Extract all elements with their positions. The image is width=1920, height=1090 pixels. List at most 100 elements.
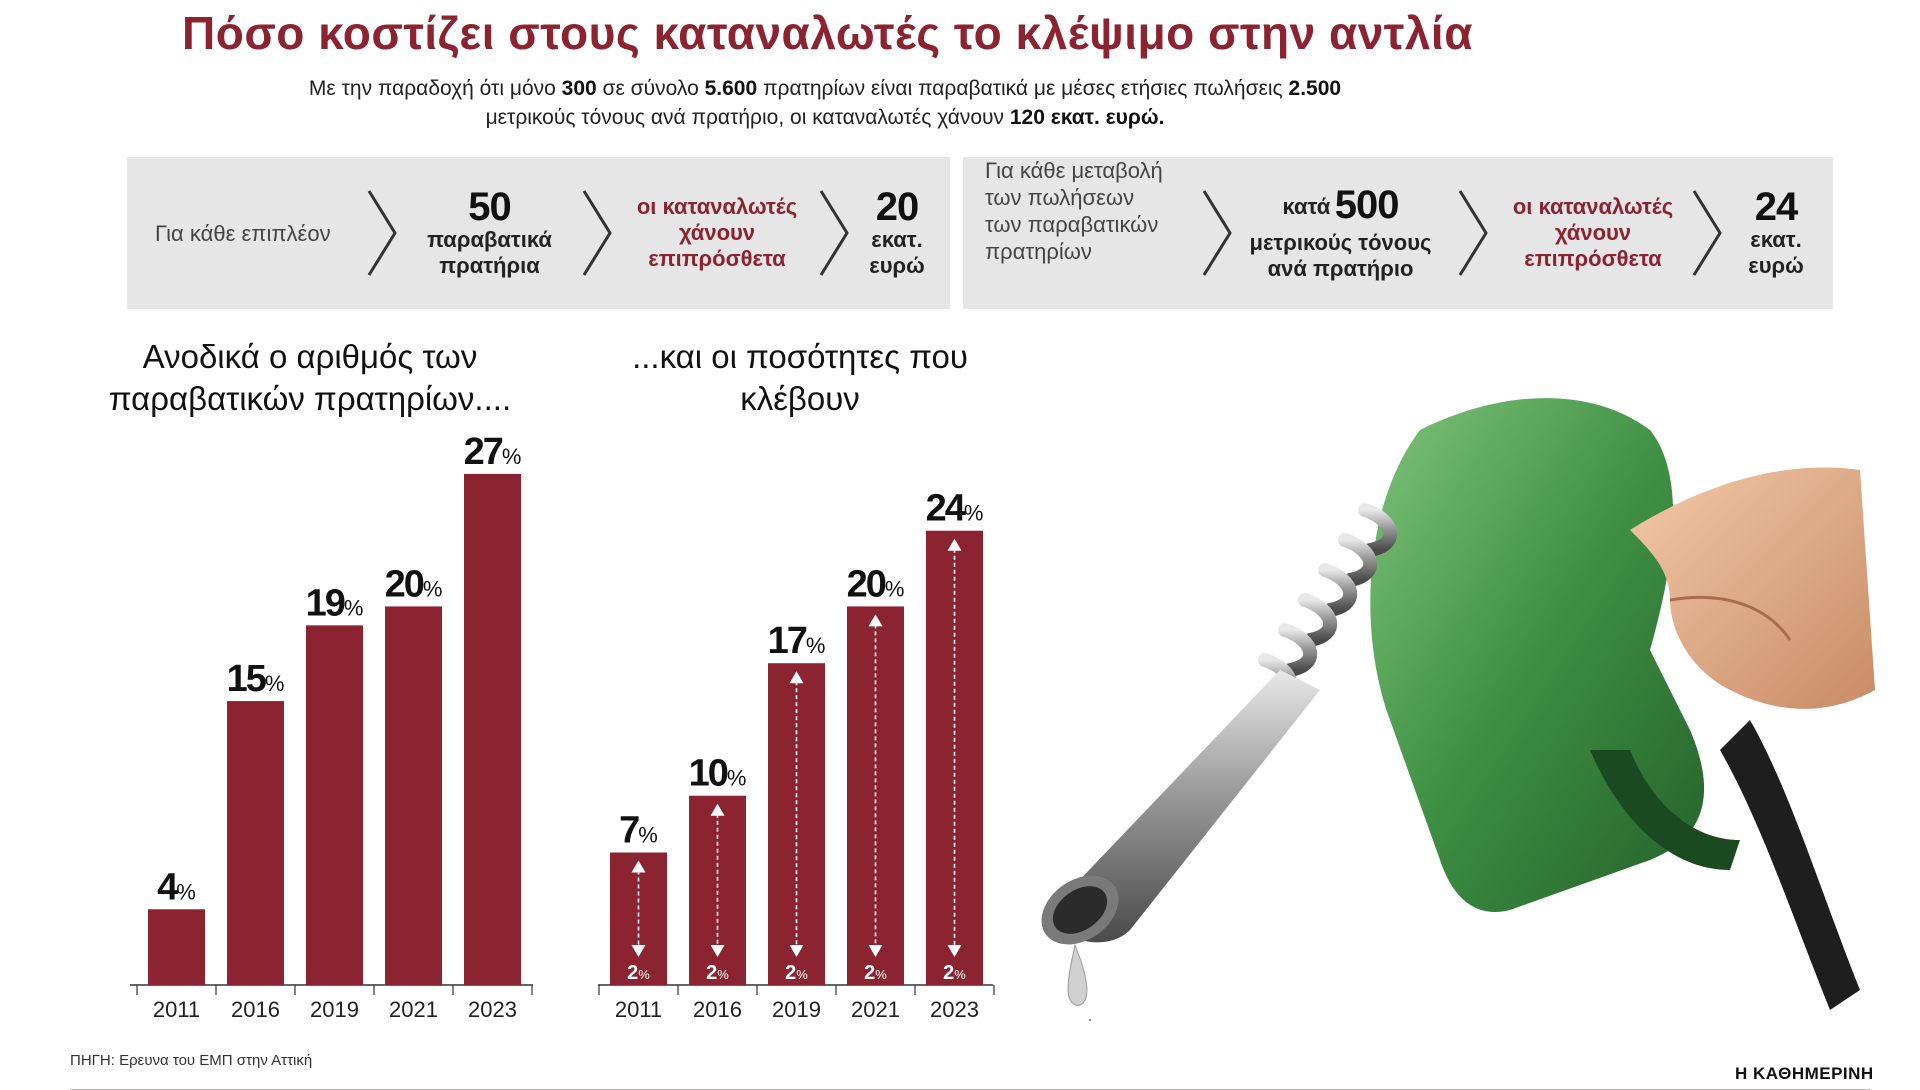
box2-number-label-2: ανά πρατήριο xyxy=(1267,255,1414,281)
data-label-value: 4 xyxy=(157,866,178,908)
data-label-value: 15 xyxy=(227,658,267,700)
source-note: ΠΗΓΗ: Ερευνα του ΕΜΠ στην Αττική xyxy=(70,1052,313,1069)
range-low-value: 2 xyxy=(627,962,638,984)
box2-amount: 24 xyxy=(1754,185,1798,229)
data-label: 4% xyxy=(157,866,196,908)
chart2-title: ...και οι ποσότητες που κλέβουν xyxy=(632,338,968,417)
box2-loss-1: οι καταναλωτές xyxy=(1512,194,1674,219)
x-tick-label: 2021 xyxy=(389,997,438,1022)
subtitle-part: πρατηρίων είναι παραβατικά με μέσες ετήσ… xyxy=(757,77,1289,100)
x-tick-label: 2016 xyxy=(693,997,742,1022)
data-label-unit: % xyxy=(423,576,443,601)
range-low-label: 2% xyxy=(785,962,808,984)
data-label-unit: % xyxy=(502,444,522,469)
subtitle-part: μετρικούς τόνους ανά πρατήριο, οι κατανα… xyxy=(485,106,1010,129)
infographic-title: Πόσο κοστίζει στους καταναλωτές το κλέψι… xyxy=(182,7,1473,59)
box1-loss-2: χάνουν xyxy=(678,220,756,245)
range-low-unit: % xyxy=(954,967,966,982)
data-label: 20% xyxy=(385,563,443,605)
arrow-down-icon xyxy=(789,945,804,957)
bar xyxy=(610,852,667,985)
subtitle-part: 2.500 xyxy=(1288,77,1342,100)
data-label-unit: % xyxy=(727,766,747,791)
box2-prefix: κατά xyxy=(1282,193,1331,219)
data-label-value: 27 xyxy=(464,431,503,473)
box1-loss-3: επιπρόσθετα xyxy=(648,246,786,271)
arrow-up-icon xyxy=(710,803,725,816)
data-label: 27% xyxy=(464,431,522,473)
box2-intro-2: των πωλήσεων xyxy=(985,185,1135,210)
arrow-down-icon xyxy=(947,945,962,957)
data-label: 17% xyxy=(768,620,826,662)
data-label-value: 17 xyxy=(768,620,807,662)
chevron-right-icon xyxy=(817,187,851,279)
subtitle-part: Με την παραδοχή ότι μόνο xyxy=(308,77,562,100)
box2-amount-label-2: ευρώ xyxy=(1748,253,1804,278)
bar xyxy=(227,701,284,985)
chart1-title: Ανοδικά ο αριθμός των παραβατικών πρατηρ… xyxy=(108,338,512,417)
data-label-unit: % xyxy=(964,501,984,526)
box1-amount-label-1: εκατ. xyxy=(871,227,923,252)
x-tick-label: 2011 xyxy=(153,997,200,1022)
data-label-value: 24 xyxy=(926,488,966,530)
bar xyxy=(464,473,521,985)
data-label-unit: % xyxy=(638,823,658,848)
arrow-down-icon xyxy=(631,945,646,957)
infographic-subtitle: Με την παραδοχή ότι μόνο 300 σε σύνολο 5… xyxy=(270,74,1380,132)
data-label-unit: % xyxy=(806,633,826,658)
range-low-label: 2% xyxy=(627,962,650,984)
range-low-value: 2 xyxy=(785,962,796,984)
bar xyxy=(148,909,205,985)
chevron-right-icon xyxy=(580,187,614,279)
info-box-stations: Για κάθε επιπλέον 50 παραβατικά πρατήρια… xyxy=(127,157,950,309)
box1-loss-1: οι καταναλωτές xyxy=(636,194,798,219)
box2-loss-2: χάνουν xyxy=(1554,220,1632,245)
box2-intro-3: των παραβατικών xyxy=(985,212,1159,237)
data-label: 15% xyxy=(227,658,285,700)
x-tick-label: 2016 xyxy=(231,997,280,1022)
bar xyxy=(385,606,442,985)
data-label: 20% xyxy=(847,563,905,605)
arrow-up-icon xyxy=(868,614,883,627)
fuel-nozzle-icon xyxy=(1041,398,1875,1021)
box2-intro-4: πρατηρίων xyxy=(985,239,1092,264)
bar xyxy=(306,625,363,985)
data-label: 19% xyxy=(306,582,364,624)
subtitle-part: 120 εκατ. ευρώ. xyxy=(1009,106,1165,129)
data-label: 7% xyxy=(619,810,658,852)
chevron-right-icon xyxy=(1690,187,1724,279)
range-low-label: 2% xyxy=(706,962,729,984)
data-label-value: 10 xyxy=(689,753,728,795)
arrow-down-icon xyxy=(710,945,725,957)
data-label-value: 20 xyxy=(847,563,886,605)
x-tick-label: 2019 xyxy=(310,997,359,1022)
data-label-value: 20 xyxy=(385,563,424,605)
x-tick-label: 2011 xyxy=(615,997,662,1022)
x-tick-label: 2021 xyxy=(851,997,900,1022)
data-label: 10% xyxy=(689,753,747,795)
box1-intro: Για κάθε επιπλέον xyxy=(155,220,331,246)
arrow-up-icon xyxy=(631,860,646,873)
range-low-unit: % xyxy=(717,967,729,982)
range-low-value: 2 xyxy=(706,962,717,984)
range-low-value: 2 xyxy=(943,962,954,984)
publisher-brand: Η ΚΑΘΗΜΕΡΙΝΗ xyxy=(1735,1064,1874,1083)
x-tick-label: 2023 xyxy=(930,997,979,1022)
data-label-value: 7 xyxy=(619,810,639,852)
x-tick-label: 2019 xyxy=(772,997,821,1022)
box2-amount-label-1: εκατ. xyxy=(1750,227,1802,252)
range-low-unit: % xyxy=(638,967,650,982)
bar-charts: 4%201115%201619%201920%202127%20237%2011… xyxy=(130,431,995,1022)
chevron-right-icon xyxy=(1456,187,1490,279)
x-tick-label: 2023 xyxy=(468,997,517,1022)
arrow-up-icon xyxy=(947,538,962,551)
arrow-up-icon xyxy=(789,671,804,684)
arrow-down-icon xyxy=(868,945,883,957)
subtitle-part: σε σύνολο xyxy=(596,77,705,100)
chevron-right-icon xyxy=(1200,187,1234,279)
box1-number-label-2: πρατήρια xyxy=(439,253,540,278)
box1-amount: 20 xyxy=(875,185,919,229)
box2-number: 500 xyxy=(1334,182,1400,227)
data-label-unit: % xyxy=(265,671,285,696)
data-label: 24% xyxy=(926,488,984,530)
